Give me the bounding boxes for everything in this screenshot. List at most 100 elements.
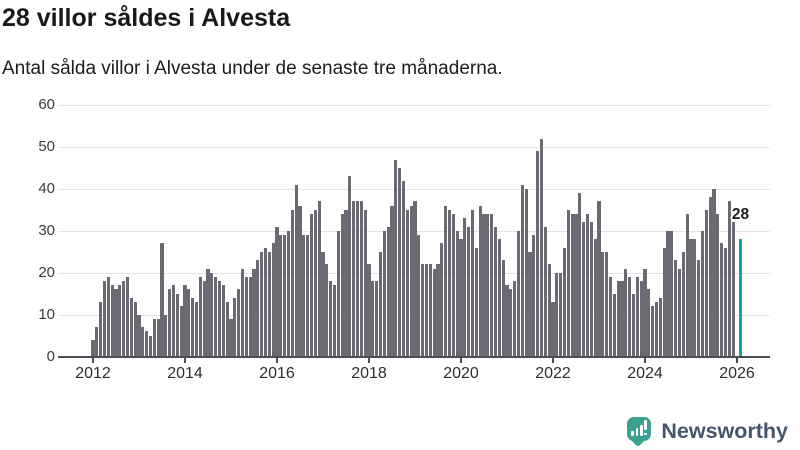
month-bar (171, 285, 176, 357)
month-bar (313, 209, 317, 357)
x-tick-2014 (184, 358, 186, 363)
month-bar (582, 222, 586, 357)
month-bar (152, 318, 156, 357)
month-bar (578, 193, 582, 357)
month-bar (528, 251, 532, 357)
month-bar (444, 205, 448, 357)
month-bar (670, 230, 674, 357)
month-bar (704, 209, 708, 357)
month-bar (631, 293, 636, 357)
month-bar (99, 302, 103, 357)
month-bar (363, 209, 367, 357)
month-bar (723, 247, 728, 357)
month-bar (225, 302, 229, 357)
month-bar (148, 335, 153, 357)
month-bar (398, 167, 402, 357)
x-axis-label-2020: 2020 (443, 365, 479, 382)
month-bar (601, 251, 605, 357)
newsworthy-logo: Newsworthy (627, 414, 788, 448)
month-bar (156, 318, 160, 357)
month-bar (520, 184, 524, 357)
month-bar (267, 251, 271, 357)
month-bar (628, 276, 632, 357)
month-bar (651, 306, 655, 357)
y-axis-label-10: 10 (38, 305, 55, 323)
month-bar (145, 331, 149, 357)
month-bar (516, 230, 521, 357)
month-bar (110, 285, 114, 357)
month-bar (428, 264, 432, 357)
month-bar (229, 318, 233, 357)
newsworthy-bubble-chart-icon (627, 416, 653, 447)
month-bar (463, 218, 467, 357)
month-bar (240, 268, 245, 357)
month-bar (697, 260, 701, 357)
month-bar (421, 264, 425, 357)
month-bar (175, 293, 179, 357)
month-bar (355, 201, 360, 357)
month-bar (202, 281, 206, 357)
icon-bar-large (639, 424, 643, 436)
month-bar (470, 209, 475, 357)
month-bar (689, 239, 693, 357)
month-bar (106, 276, 110, 357)
month-bar (585, 214, 590, 357)
month-bar (102, 281, 107, 357)
month-bar (294, 184, 298, 357)
month-bar (539, 138, 544, 357)
month-bar (712, 188, 716, 357)
x-axis-line (58, 355, 770, 358)
month-bar (118, 285, 122, 357)
y-axis-label-50: 50 (38, 137, 55, 155)
month-bar (263, 247, 268, 357)
month-bar (574, 214, 578, 357)
month-bar (317, 201, 321, 357)
x-axis-label-2022: 2022 (535, 365, 571, 382)
month-bar (221, 285, 225, 357)
month-bar (244, 276, 248, 357)
month-bar (677, 268, 682, 357)
month-bar (352, 201, 356, 357)
gridline-y60 (58, 105, 770, 106)
month-bar (378, 251, 383, 357)
month-bar (302, 234, 306, 357)
month-bar (685, 214, 689, 357)
month-bar (256, 260, 260, 357)
month-bar (286, 230, 291, 357)
month-bar (290, 209, 294, 357)
month-bar (447, 209, 452, 357)
month-bar (198, 276, 202, 357)
month-bar (332, 285, 337, 357)
month-bar (436, 264, 440, 357)
month-bar (168, 289, 172, 357)
month-bar (413, 201, 417, 357)
month-bar (306, 234, 310, 357)
month-bar (344, 209, 348, 357)
month-bar (375, 281, 379, 357)
month-bar (348, 176, 352, 357)
month-bar (693, 239, 697, 357)
month-bar (551, 302, 555, 357)
month-bar (160, 243, 164, 357)
month-bar (390, 205, 394, 357)
month-bar (620, 281, 624, 357)
month-bar (141, 327, 145, 357)
month-bar (359, 201, 363, 357)
x-tick-2018 (368, 358, 370, 363)
gridline-y40 (58, 188, 770, 190)
month-bar (490, 214, 494, 357)
icon-exclamation-stem (644, 419, 648, 430)
month-bar (612, 293, 616, 357)
icon-bar-small (631, 430, 635, 436)
month-bar (478, 205, 482, 357)
month-bar (666, 230, 670, 357)
month-bar (210, 272, 214, 357)
icon-exclamation-dot (644, 432, 648, 436)
month-bar (597, 201, 601, 357)
month-bar (206, 268, 210, 357)
x-tick-2022 (552, 358, 554, 363)
x-axis-label-2014: 2014 (167, 365, 203, 382)
month-bar (486, 214, 490, 357)
gridline-y50 (58, 146, 770, 148)
month-bar (608, 276, 613, 357)
